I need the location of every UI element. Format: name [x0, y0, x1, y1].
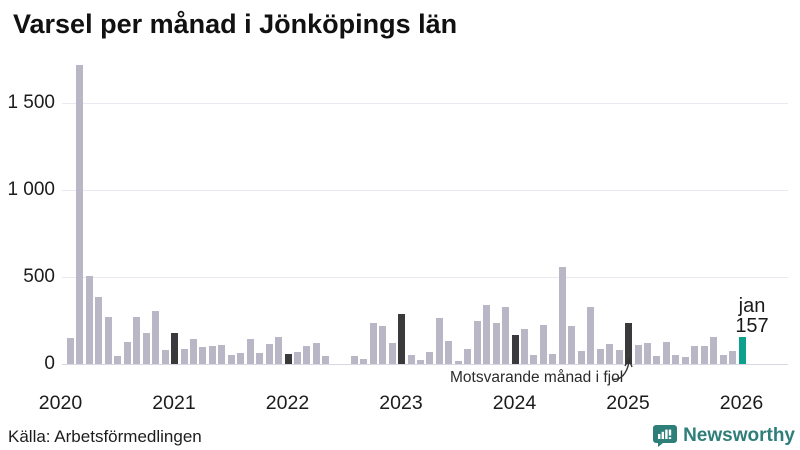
last-year-annotation: Motsvarande månad i fjol [450, 369, 624, 386]
bar-dec-2023 [502, 307, 510, 364]
bar-nov-2023 [492, 323, 500, 364]
bar-jun-2023 [445, 341, 453, 364]
bar-mar-2022 [303, 345, 311, 364]
bar-okt-2021 [256, 352, 264, 364]
bar-jan-2021 [171, 333, 179, 364]
bar-aug-2021 [237, 353, 245, 364]
bar-jun-2024 [558, 266, 566, 364]
bar-feb-2020 [67, 337, 74, 364]
gridline-500 [62, 276, 788, 278]
source-note: Källa: Arbetsförmedlingen [8, 427, 202, 446]
bar-aug-2023 [464, 348, 472, 364]
bar-jul-2021 [227, 355, 235, 364]
bar-okt-2024 [596, 348, 604, 364]
brand-name: Newsworthy [683, 424, 795, 446]
bar-sep-2024 [587, 307, 595, 364]
bar-dec-2022 [388, 343, 396, 364]
bar-mar-2025 [643, 342, 651, 364]
bar-jun-2021 [218, 344, 226, 364]
brand-logo: Newsworthy [652, 423, 795, 448]
gridline-0 [62, 363, 788, 365]
bar-mar-2024 [530, 355, 538, 364]
y-tick-label-1500: 1 500 [7, 92, 55, 113]
bar-sep-2021 [246, 338, 254, 364]
x-tick-label-2024: 2024 [492, 392, 537, 414]
bar-feb-2022 [294, 352, 301, 364]
x-tick-label-2021: 2021 [152, 392, 196, 414]
bar-maj-2022 [322, 356, 330, 364]
bar-okt-2023 [483, 305, 491, 364]
bar-jun-2020 [104, 317, 112, 364]
bar-maj-2025 [662, 342, 670, 364]
bar-jan-2022 [284, 353, 292, 364]
bar-sep-2023 [473, 320, 481, 364]
bar-okt-2025 [710, 336, 718, 364]
bar-jul-2020 [114, 356, 122, 364]
bar-dec-2021 [275, 336, 283, 364]
bar-nov-2021 [265, 343, 273, 364]
bar-sep-2025 [700, 345, 708, 364]
bar-mar-2021 [189, 338, 197, 364]
bar-sep-2020 [133, 316, 141, 364]
bar-maj-2024 [549, 354, 557, 364]
x-tick-label-2022: 2022 [265, 392, 310, 414]
bar-apr-2024 [539, 324, 547, 364]
bar-jan-2023 [398, 314, 406, 364]
bar-dec-2020 [161, 349, 169, 364]
bar-feb-2021 [180, 349, 188, 364]
y-tick-label-0: 0 [44, 353, 55, 374]
bar-apr-2020 [85, 275, 93, 364]
bar-mar-2020 [76, 65, 84, 364]
gridline-1000 [62, 189, 788, 191]
bar-apr-2025 [653, 355, 661, 364]
bar-dec-2025 [729, 351, 737, 364]
bar-sep-2022 [360, 358, 368, 364]
bar-apr-2022 [312, 343, 320, 364]
highlight-month: jan [738, 295, 766, 317]
x-tick-label-2020: 2020 [38, 392, 83, 414]
x-tick-label-2023: 2023 [379, 392, 423, 414]
highlight-value-label: jan 157 [726, 296, 778, 336]
bar-mar-2023 [416, 360, 424, 364]
bar-jul-2025 [681, 356, 689, 364]
bar-okt-2020 [142, 333, 150, 364]
bar-aug-2020 [123, 341, 131, 364]
bar-jul-2024 [568, 325, 576, 364]
x-tick-label-2026: 2026 [719, 392, 764, 414]
bar-maj-2023 [435, 317, 443, 364]
newsworthy-icon [653, 425, 678, 447]
bar-apr-2021 [199, 346, 207, 364]
bar-feb-2025 [634, 345, 642, 364]
bar-maj-2021 [208, 346, 216, 364]
bar-aug-2025 [691, 345, 699, 364]
bar-nov-2020 [152, 310, 160, 364]
x-tick-label-2025: 2025 [606, 392, 650, 414]
y-tick-label-500: 500 [23, 266, 55, 287]
bar-nov-2024 [606, 344, 614, 364]
bar-jan-2024 [511, 335, 519, 364]
bar-aug-2024 [577, 350, 585, 364]
highlight-value: 157 [735, 315, 769, 337]
chart-title: Varsel per månad i Jönköpings län [13, 9, 458, 39]
bar-feb-2024 [521, 328, 528, 364]
bar-nov-2025 [719, 354, 727, 364]
y-tick-label-1000: 1 000 [7, 179, 55, 200]
bar-apr-2023 [426, 351, 434, 364]
bar-jan-2025 [625, 323, 633, 364]
bar-maj-2020 [95, 296, 103, 364]
bar-okt-2022 [369, 323, 377, 364]
bar-aug-2022 [350, 356, 358, 364]
bar-nov-2022 [379, 326, 387, 364]
bar-dec-2024 [615, 349, 623, 364]
bar-jan-2026 [738, 336, 746, 364]
bar-jun-2025 [672, 354, 680, 364]
annotation-arrow-icon [611, 357, 633, 380]
bar-feb-2023 [407, 354, 415, 364]
gridline-1500 [62, 102, 788, 104]
bar-jul-2023 [454, 361, 462, 364]
